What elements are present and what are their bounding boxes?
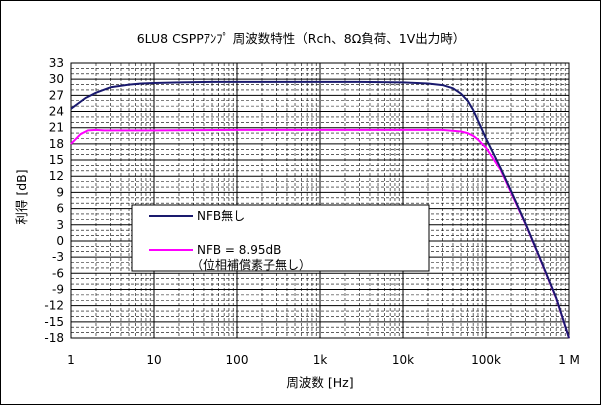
- x-tick-label: 1k: [313, 353, 328, 367]
- legend: NFB無し NFB = 8.95dB （位相補償素子無し）: [131, 204, 430, 272]
- grid: [70, 62, 570, 339]
- y-tick-label: -6: [52, 266, 64, 280]
- x-tick-label: 100k: [471, 353, 501, 367]
- y-tick-label: 33: [49, 56, 64, 70]
- y-tick-label: 6: [56, 202, 64, 216]
- y-tick-label: 15: [49, 153, 64, 167]
- series-line-0: [70, 80, 570, 339]
- y-tick-label: -9: [52, 282, 64, 296]
- series-lines: [70, 80, 570, 339]
- y-tick-label: 30: [49, 72, 64, 86]
- y-tick-label: 27: [49, 88, 64, 102]
- y-tick-label: 24: [49, 105, 64, 119]
- y-tick-label: 9: [56, 185, 64, 199]
- y-tick-label: -12: [44, 299, 64, 313]
- legend-label-nfb-off: NFB無し: [197, 208, 245, 223]
- legend-label-note: （位相補償素子無し）: [191, 257, 311, 272]
- y-axis-label: 利得 [dB]: [14, 169, 29, 224]
- y-tick-label: -3: [52, 250, 64, 264]
- chart-title: 6LU8 CSPPｱﾝﾌﾟ 周波数特性（Rch、8Ω負荷、1V出力時）: [137, 31, 466, 46]
- x-tick-label: 10k: [392, 353, 414, 367]
- x-tick-labels: 1 10 100 1k 10k 100k 1 M: [67, 353, 580, 367]
- y-tick-label: 18: [49, 137, 64, 151]
- x-tick-label: 100: [226, 353, 249, 367]
- y-tick-label: 0: [56, 234, 64, 248]
- x-tick-label: 1 M: [558, 353, 580, 367]
- y-tick-label: 21: [49, 121, 64, 135]
- x-tick-label: 1: [67, 353, 75, 367]
- legend-label-nfb-on: NFB = 8.95dB: [197, 243, 281, 257]
- y-tick-label: 3: [56, 218, 64, 232]
- x-axis-label: 周波数 [Hz]: [286, 375, 353, 390]
- y-tick-label: -18: [44, 331, 64, 345]
- y-tick-label: -15: [44, 315, 64, 329]
- x-tick-label: 10: [146, 353, 161, 367]
- y-tick-label: 12: [49, 169, 64, 183]
